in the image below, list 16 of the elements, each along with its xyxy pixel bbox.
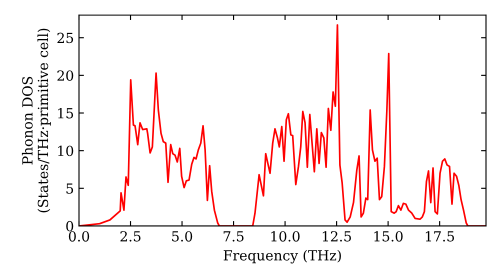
y-axis-title: Phonon DOS (States/THz·primitive cell) [22, 28, 51, 212]
y-tick-label: 20 [57, 70, 74, 81]
x-tick-label: 12.5 [322, 231, 351, 242]
x-tick-label: 2.5 [120, 231, 140, 242]
x-tick-label: 7.5 [224, 231, 244, 242]
y-tick-label: 10 [58, 146, 74, 156]
x-tick-label: 10.0 [271, 231, 300, 242]
x-axis-title: Frequency (THz) [224, 250, 341, 264]
x-tick-label: 5.0 [172, 231, 192, 242]
y-tick-label: 15 [58, 108, 74, 118]
x-tick-label: 15.0 [374, 231, 403, 242]
x-tick-label: 17.5 [426, 231, 454, 242]
x-tick-label: 0.0 [68, 231, 90, 242]
y-tick-label: 0 [66, 220, 74, 232]
y-tick-label: 5 [66, 183, 74, 194]
y-tick-label: 25 [57, 32, 74, 44]
